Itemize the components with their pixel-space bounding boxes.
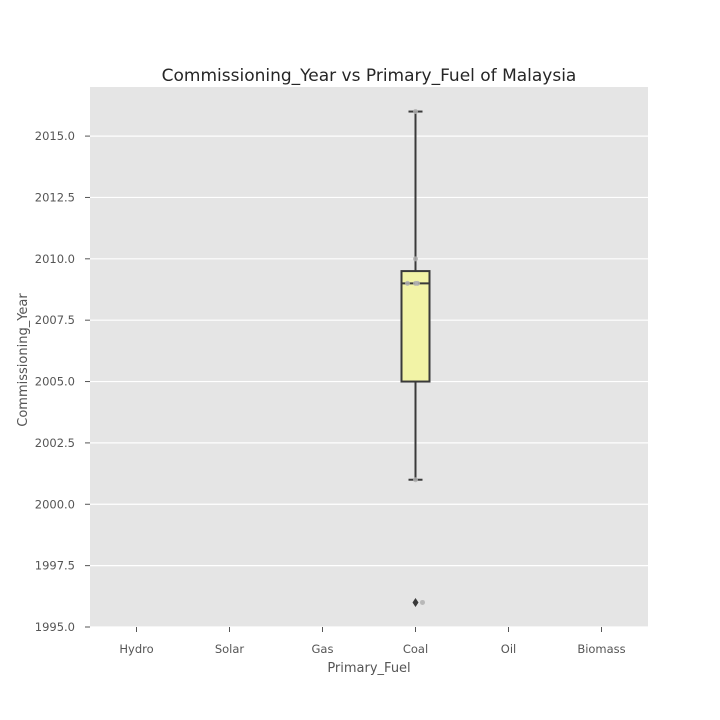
grid-lines	[90, 135, 648, 628]
data-point	[413, 109, 418, 115]
x-tick-label: Coal	[403, 642, 428, 656]
y-axis-ticks: 1995.0 1997.5 2000.0 2002.5 2005.0 2007.5 2010…	[35, 129, 90, 634]
plot-area	[90, 87, 648, 627]
x-tick-label: Gas	[312, 642, 334, 656]
box-plot-marks	[400, 109, 431, 607]
y-tick-label: 1995.0	[35, 620, 75, 634]
chart-title: Commissioning_Year vs Primary_Fuel of Ma…	[162, 66, 577, 86]
y-axis-label: Commissioning_Year	[16, 293, 31, 427]
y-tick-label: 2007.5	[35, 313, 75, 327]
x-axis-ticks: Hydro Solar Gas Coal Oil Biomass	[119, 627, 626, 656]
y-tick-label: 1997.5	[35, 559, 75, 573]
y-tick-label: 2002.5	[35, 436, 75, 450]
x-tick-label: Oil	[501, 642, 516, 656]
y-tick-label: 2000.0	[35, 497, 75, 511]
x-tick-label: Solar	[215, 642, 245, 656]
x-axis-label: Primary_Fuel	[327, 661, 410, 676]
y-tick-label: 2005.0	[35, 375, 75, 389]
y-tick-label: 2015.0	[35, 129, 75, 143]
data-point	[413, 256, 418, 262]
outlier-marker	[412, 597, 419, 607]
data-point	[405, 280, 410, 286]
data-point	[413, 477, 418, 483]
box-iqr	[400, 270, 431, 383]
data-point	[415, 280, 420, 286]
y-tick-label: 2010.0	[35, 252, 75, 266]
x-tick-label: Hydro	[119, 642, 153, 656]
y-tick-label: 2012.5	[35, 190, 75, 204]
data-point	[420, 599, 425, 605]
x-tick-label: Biomass	[577, 642, 625, 656]
